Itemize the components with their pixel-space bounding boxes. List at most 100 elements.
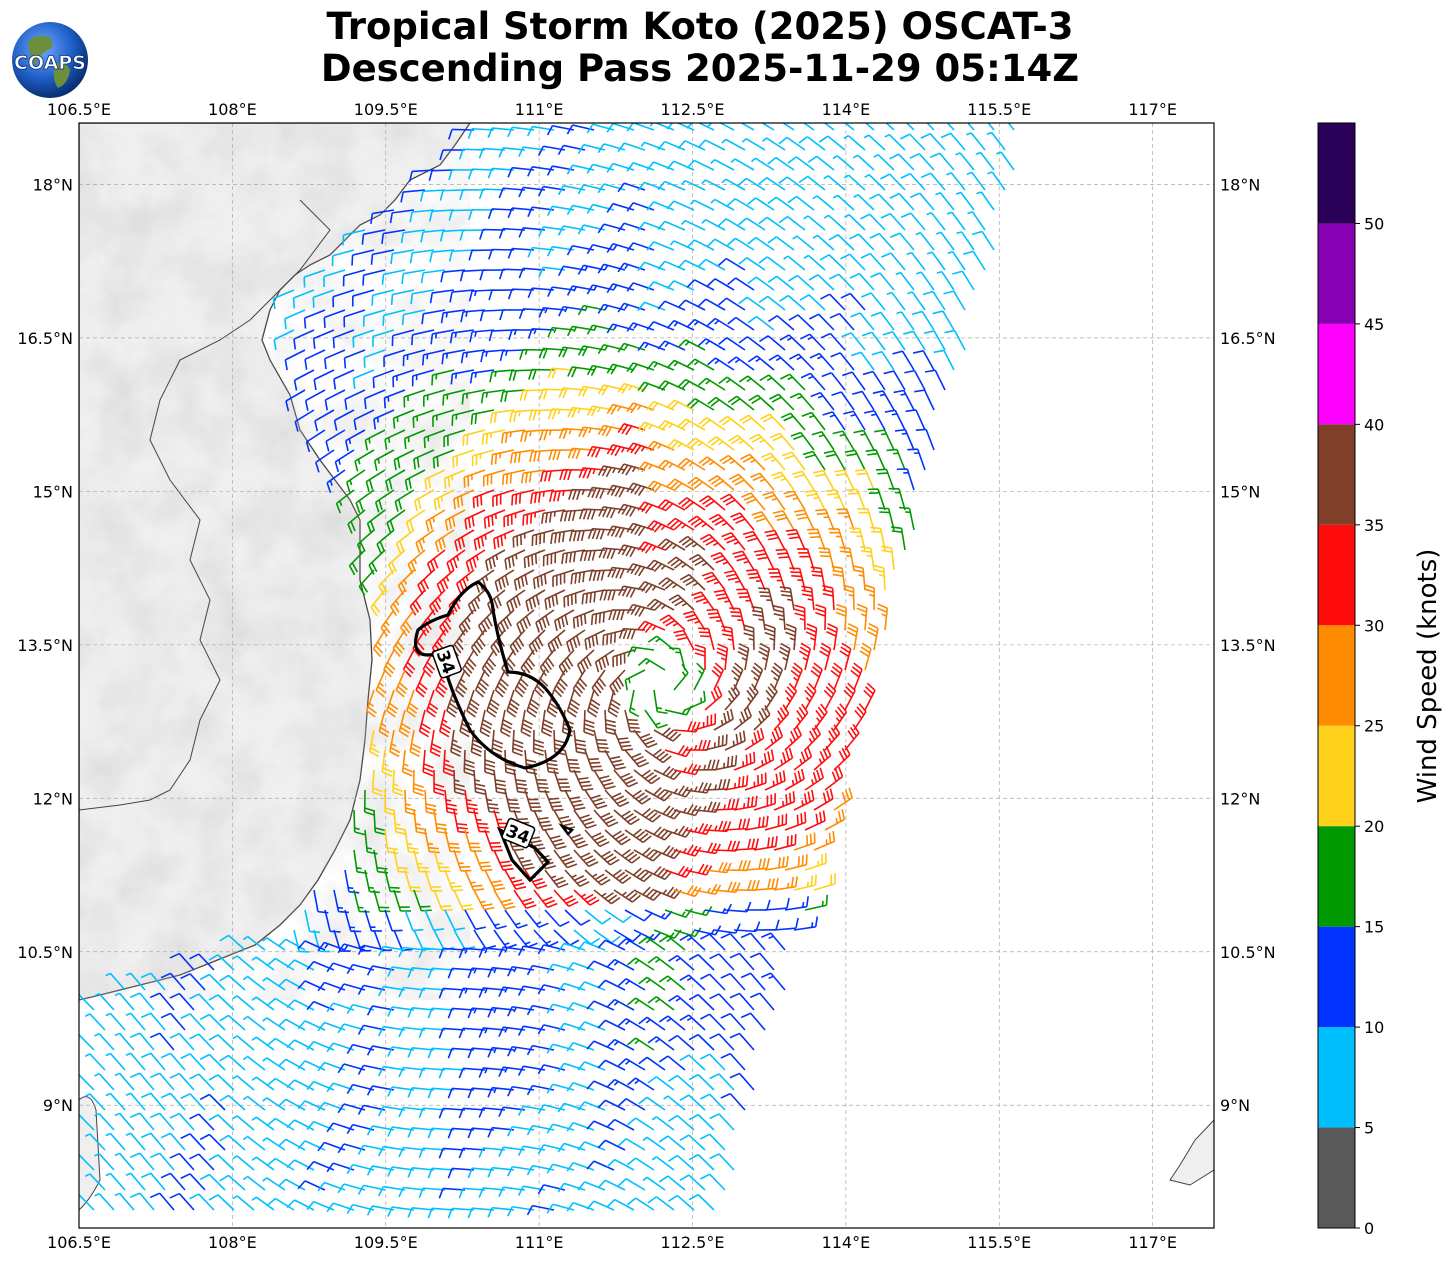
wind-barb (646, 321, 675, 331)
wind-barb (335, 489, 355, 514)
wind-barb (520, 429, 546, 443)
wind-barb (219, 1094, 246, 1111)
wind-barb (492, 489, 515, 507)
wind-barb (640, 141, 666, 151)
wind-barb (737, 177, 766, 191)
wind-barb (764, 726, 784, 751)
wind-barb (593, 769, 616, 790)
wind-barb (613, 769, 639, 788)
wind-barb (738, 375, 766, 391)
wind-barb (679, 974, 706, 991)
wind-barb (936, 270, 955, 291)
wind-barb (473, 849, 493, 872)
wind-barb (586, 1200, 615, 1211)
wind-barb (606, 958, 635, 971)
wind-barb (180, 1053, 206, 1071)
wind-barb (323, 269, 346, 287)
wind-barb (856, 603, 868, 631)
wind-barb (387, 1006, 415, 1017)
wind-barb (554, 609, 575, 632)
wind-barb (700, 933, 726, 951)
wind-barb (407, 1167, 435, 1178)
wind-barb (804, 810, 826, 831)
wind-barb (688, 1113, 715, 1131)
wind-barb (793, 832, 816, 851)
wind-barb (557, 982, 586, 993)
wind-barb (916, 271, 935, 291)
wind-barb (823, 214, 846, 231)
wind-barb (564, 869, 590, 888)
wind-barb (370, 249, 395, 265)
wind-barb (411, 369, 435, 387)
wind-barb (547, 629, 566, 655)
wind-barb (333, 369, 355, 390)
wind-barb (313, 369, 335, 391)
wind-barb (859, 642, 872, 671)
wind-barb (740, 972, 766, 991)
wind-barb (84, 1013, 106, 1031)
wind-barb (804, 767, 825, 791)
wind-barb (644, 748, 672, 764)
wind-barb (401, 749, 414, 777)
wind-barb (770, 662, 784, 691)
wind-barb (552, 569, 575, 587)
wind-barb (906, 251, 926, 271)
wind-barb (586, 1080, 615, 1091)
colorbar-bin (1318, 424, 1355, 525)
wind-barb (810, 391, 835, 411)
wind-barb (706, 123, 735, 131)
wind-barb (467, 1127, 495, 1139)
wind-barb (783, 255, 806, 271)
wind-barb (400, 229, 426, 244)
wind-barb (481, 429, 506, 445)
wind-barb (483, 509, 506, 529)
wind-barb (726, 197, 755, 211)
wind-barb (707, 436, 735, 451)
lon-tick-label: 114°E (822, 1233, 871, 1252)
wind-barb (940, 132, 966, 151)
wind-barb (286, 1199, 315, 1211)
wind-barb (779, 334, 806, 351)
wind-barb (894, 428, 915, 451)
wind-barb (842, 371, 866, 391)
wind-barb (313, 889, 329, 914)
wind-barb (759, 335, 786, 351)
wind-barb (624, 867, 653, 883)
wind-barb (653, 765, 682, 781)
wind-barb (606, 1118, 635, 1131)
wind-barb (453, 889, 474, 911)
wind-barb (565, 629, 586, 653)
wind-barb (762, 137, 786, 151)
wind-barb (447, 1167, 475, 1179)
wind-barb (450, 369, 475, 385)
wind-barb (297, 980, 326, 991)
wind-barb (539, 649, 555, 677)
wind-barb (546, 1203, 575, 1214)
wind-barb (453, 489, 475, 510)
wind-barb (679, 934, 706, 951)
wind-barb (566, 1161, 595, 1172)
wind-barb (398, 1186, 426, 1198)
wind-barb (884, 409, 906, 431)
wind-barb (730, 512, 755, 531)
wind-barb (493, 849, 514, 871)
wind-barb (537, 1064, 566, 1075)
wind-barb (617, 585, 646, 598)
wind-barb (860, 545, 875, 571)
wind-barb (251, 1036, 275, 1051)
wind-barb (509, 629, 526, 656)
wind-barb (850, 312, 875, 331)
wind-barb (467, 168, 495, 180)
wind-barb (624, 749, 650, 768)
wind-barb (824, 766, 844, 791)
wind-barb (617, 544, 646, 558)
wind-barb (873, 153, 895, 171)
wind-barb (638, 1016, 666, 1031)
wind-barb (533, 769, 550, 793)
wind-barb (94, 1152, 115, 1171)
lon-tick-label: 115.5°E (967, 1233, 1031, 1252)
wind-barb (597, 939, 626, 951)
wind-barb (651, 1116, 675, 1131)
wind-barb (808, 274, 835, 291)
wind-barb (524, 789, 542, 812)
